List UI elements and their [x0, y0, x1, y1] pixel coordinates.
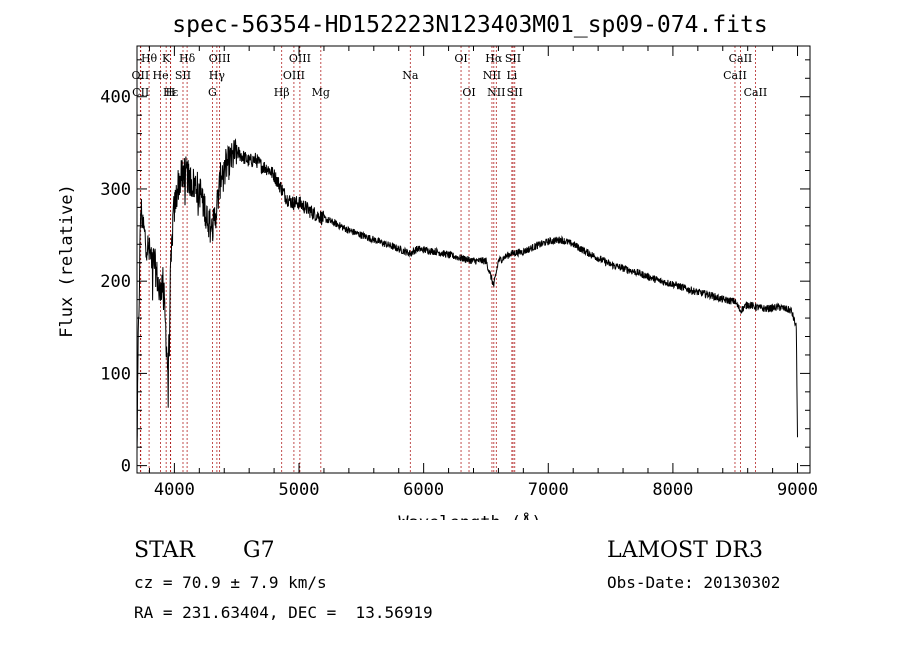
line-label-1: K — [162, 52, 171, 65]
line-label-22: Hβ — [274, 86, 290, 99]
line-label-11: SII — [175, 69, 191, 82]
y-tick-label-1: 100 — [100, 364, 131, 384]
line-label-2: Hδ — [179, 52, 196, 65]
line-label-17: CaII — [723, 69, 747, 82]
line-label-5: OI — [454, 52, 467, 65]
y-axis-label: Flux (relative) — [57, 184, 77, 338]
chart-title: spec-56354-HD152223N123403M01_sp09-074.f… — [172, 12, 767, 38]
x-tick-label-4: 8000 — [652, 480, 693, 500]
x-tick-label-5: 9000 — [777, 480, 818, 500]
x-tick-label-1: 5000 — [279, 480, 320, 500]
line-label-24: OI — [462, 86, 475, 99]
spectral-line-markers — [139, 46, 756, 473]
x-tick-label-0: 4000 — [154, 480, 195, 500]
line-label-4: OIII — [289, 52, 311, 65]
coordinates: RA = 231.63404, DEC = 13.56919 — [134, 603, 433, 622]
line-label-27: CaII — [744, 86, 768, 99]
line-label-12: Hγ — [209, 69, 226, 82]
line-label-7: SII — [505, 52, 521, 65]
object-subclass: G7 — [243, 538, 275, 563]
spectrum-line — [136, 138, 798, 452]
line-label-8: CaII — [729, 52, 753, 65]
line-label-21: G — [208, 86, 217, 99]
x-tick-label-3: 7000 — [528, 480, 569, 500]
line-label-20: H — [166, 86, 176, 99]
spectrum-chart: spec-56354-HD152223N123403M01_sp09-074.f… — [57, 12, 818, 520]
axis-ticks: 4000 5000 6000 7000 8000 9000 0 100 200 300 400 — [100, 46, 818, 500]
line-label-18: CII — [132, 86, 149, 99]
line-label-13: OIII — [283, 69, 305, 82]
line-label-9: OII — [132, 69, 150, 82]
line-label-16: Li — [506, 69, 517, 82]
line-label-0: Hθ — [141, 52, 158, 65]
observation-date: Obs-Date: 20130302 — [607, 573, 781, 592]
line-label-6: Hα — [485, 52, 503, 65]
y-tick-label-0: 0 — [121, 457, 131, 477]
y-tick-label-4: 400 — [100, 88, 131, 108]
survey-name: LAMOST DR3 — [607, 538, 763, 563]
y-tick-label-3: 300 — [100, 180, 131, 200]
line-label-3: OIII — [209, 52, 231, 65]
x-axis-label: Wavelength (Å) — [398, 511, 541, 520]
line-label-26: SII — [507, 86, 523, 99]
y-tick-label-2: 200 — [100, 272, 131, 292]
x-tick-label-2: 6000 — [403, 480, 444, 500]
line-label-15: NII — [483, 69, 501, 82]
line-label-19: Hε — [163, 86, 179, 99]
line-label-23: Mg — [312, 86, 330, 99]
redshift-cz: cz = 70.9 ± 7.9 km/s — [134, 573, 327, 592]
line-label-14: Na — [402, 69, 419, 82]
object-class: STAR — [134, 538, 195, 563]
line-label-10: He — [153, 69, 169, 82]
line-label-25: NII — [487, 86, 505, 99]
